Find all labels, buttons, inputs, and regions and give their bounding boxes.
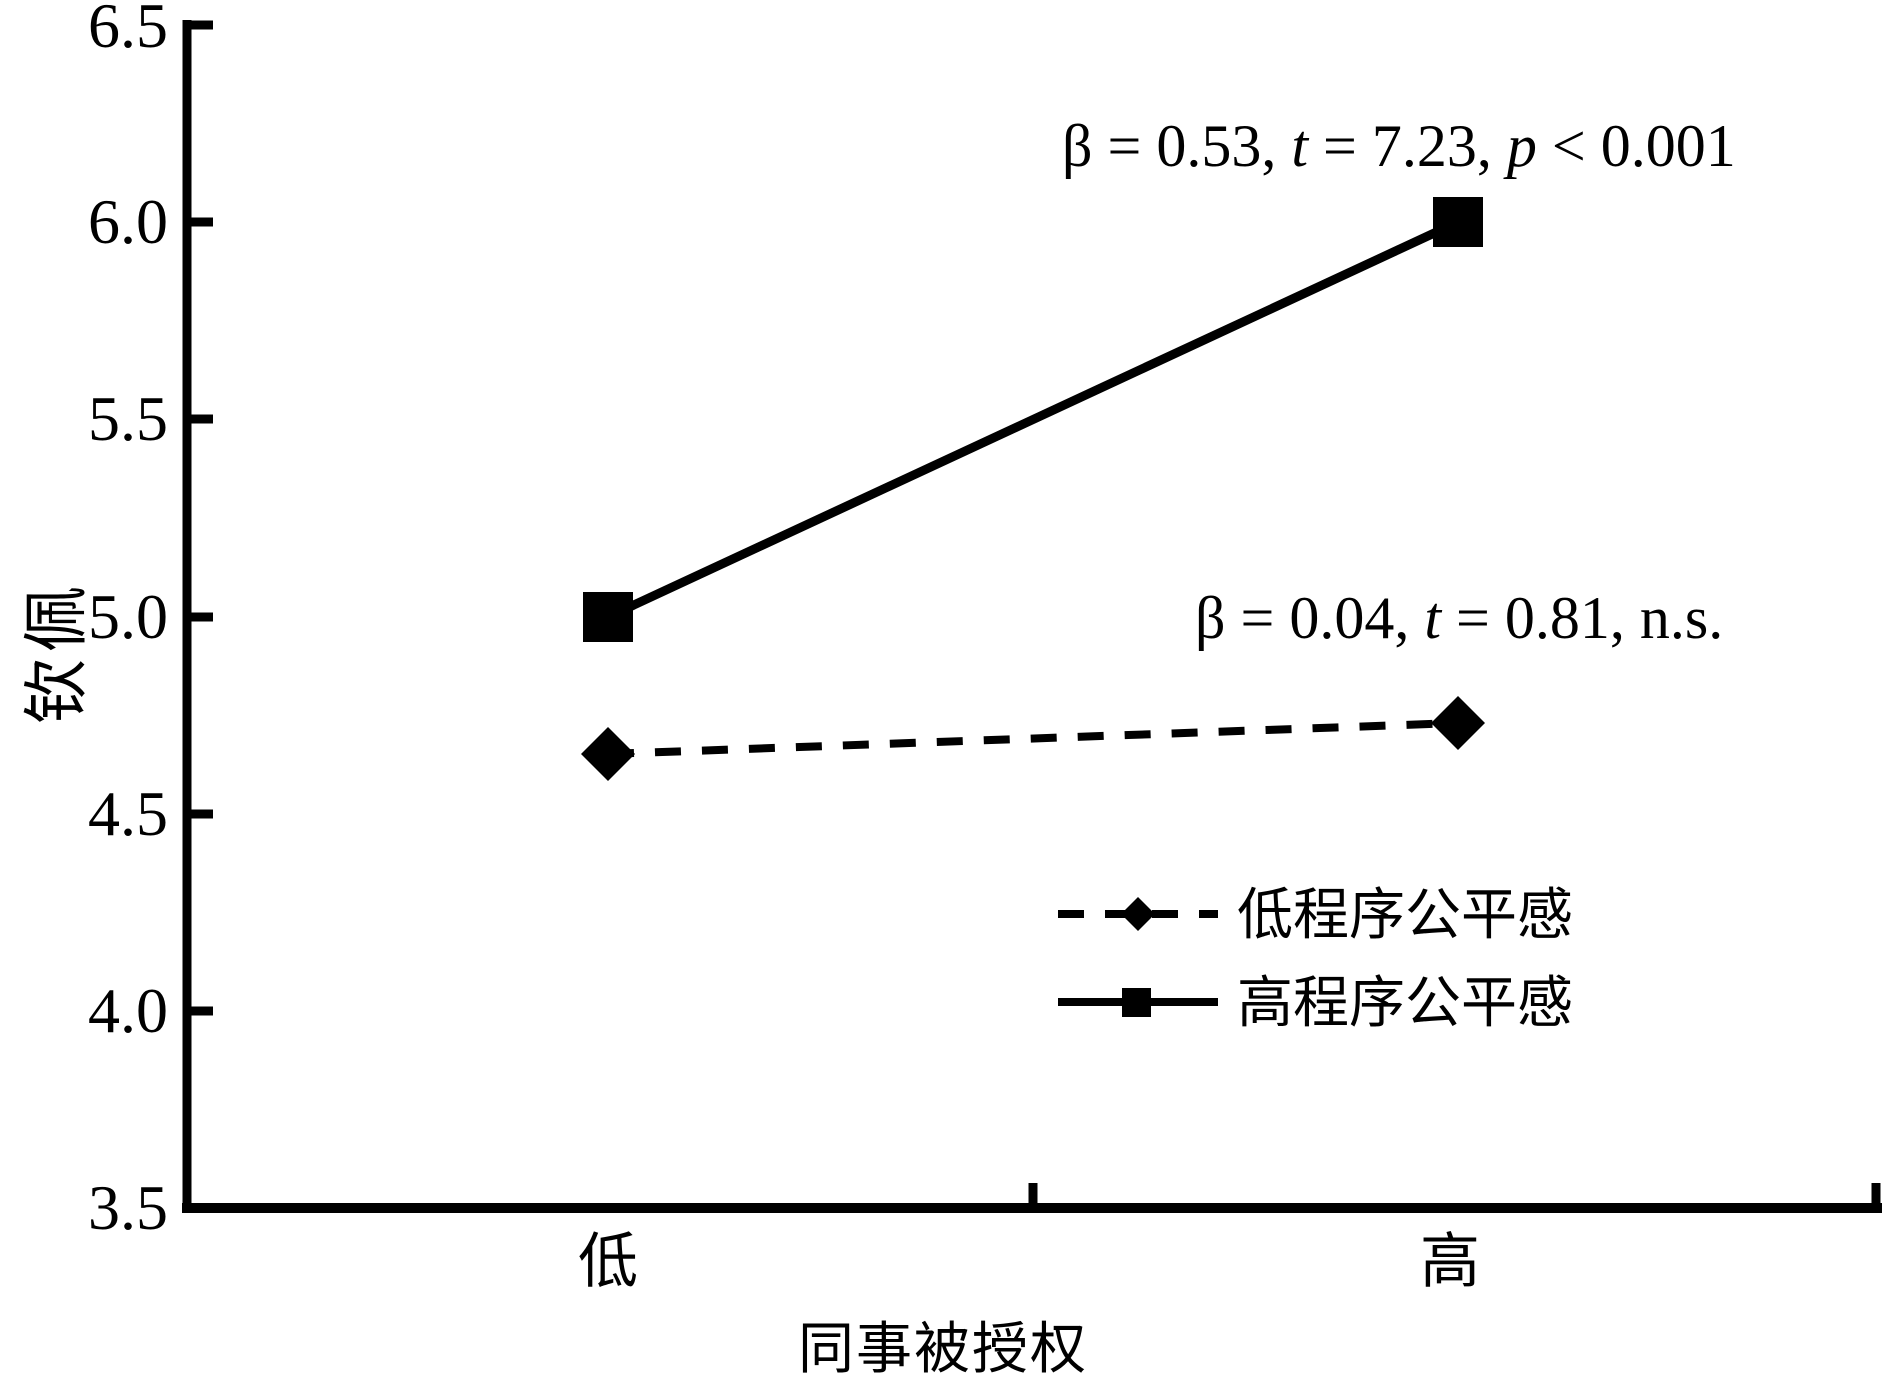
diamond-marker-low-right [1431,696,1485,750]
annotation-high-series: β = 0.53, t = 7.23, p < 0.001 [1062,116,1736,176]
x-tick-label-low: 低 [578,1229,638,1295]
annotation-text: = 7.23, [1308,113,1507,179]
annotation-text: = 0.81, [1441,585,1640,651]
annotation-text: < 0.001 [1536,113,1736,179]
annotation-p-symbol: p [1506,113,1537,179]
annotation-text: n.s. [1639,585,1724,651]
annotation-t-symbol: t [1424,585,1442,651]
y-tick-label: 4.5 [88,778,168,849]
legend-label-low-fairness: 低程序公平感 [1237,885,1573,947]
legend-square-icon [1122,988,1151,1017]
diamond-marker-low-left [581,727,635,781]
y-axis-title: 钦佩 [21,580,94,724]
annotation-text: β = 0.04, [1195,585,1425,651]
annotation-low-series: β = 0.04, t = 0.81, n.s. [1195,588,1723,648]
y-tick-label: 4.0 [88,975,168,1046]
annotation-t-symbol: t [1291,113,1309,179]
series-line-low-fairness [607,719,1459,758]
y-tick-label: 5.0 [88,581,168,652]
x-axis-title: 同事被授权 [798,1319,1088,1381]
y-tick-label: 5.5 [88,383,168,454]
x-tick-label-high: 高 [1420,1229,1480,1295]
y-tick-label: 6.5 [88,0,168,61]
legend-label-high-fairness: 高程序公平感 [1237,973,1573,1035]
series-line-high-fairness [606,217,1460,622]
legend-diamond-icon [1121,897,1155,931]
y-tick-label: 3.5 [88,1172,168,1243]
square-marker-high-left [583,592,633,642]
y-tick-label: 6.0 [88,186,168,257]
annotation-text: β = 0.53, [1062,113,1292,179]
square-marker-high-right [1433,197,1483,247]
